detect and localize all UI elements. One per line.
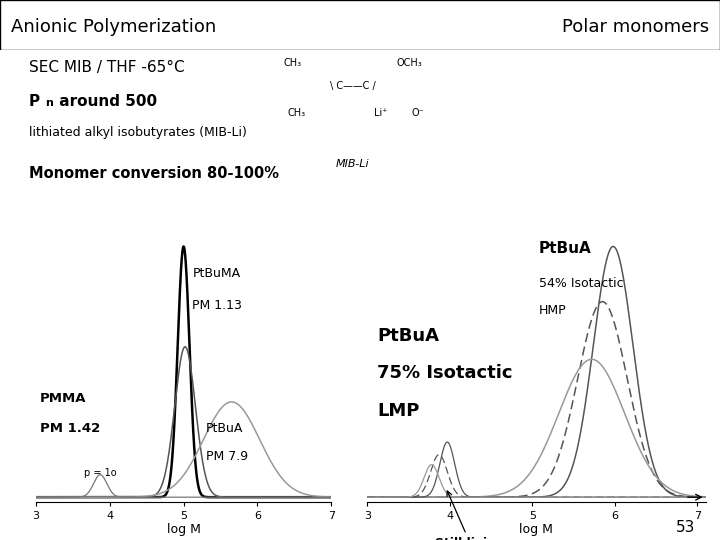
Text: Still living: Still living [436, 491, 505, 540]
Text: lithiated alkyl isobutyrates (MIB-Li): lithiated alkyl isobutyrates (MIB-Li) [29, 126, 247, 139]
Text: p = 1o: p = 1o [84, 468, 117, 478]
Text: n: n [45, 98, 53, 108]
Text: PM 1.13: PM 1.13 [192, 299, 243, 312]
Text: 53: 53 [675, 519, 695, 535]
X-axis label: log M: log M [519, 523, 554, 536]
Text: PMMA: PMMA [40, 392, 86, 405]
Text: Polar monomers: Polar monomers [562, 18, 709, 36]
Text: Anionic Polymerization: Anionic Polymerization [11, 18, 216, 36]
Text: PM 1.42: PM 1.42 [40, 422, 100, 435]
Text: PtBuA: PtBuA [539, 241, 592, 256]
Text: CH₃: CH₃ [284, 58, 302, 68]
Text: PtBuMA: PtBuMA [192, 267, 240, 280]
Text: around 500: around 500 [54, 94, 157, 109]
Text: Monomer conversion 80-100%: Monomer conversion 80-100% [29, 166, 279, 181]
Text: OCH₃: OCH₃ [396, 58, 422, 68]
Text: 54% Isotactic: 54% Isotactic [539, 276, 624, 289]
Text: PtBuA: PtBuA [206, 422, 243, 435]
Text: SEC MIB / THF -65°C: SEC MIB / THF -65°C [29, 60, 184, 75]
X-axis label: log M: log M [166, 523, 201, 536]
Text: MIB-Li: MIB-Li [336, 159, 369, 170]
Text: HMP: HMP [539, 304, 567, 317]
Text: \ C——C /: \ C——C / [330, 81, 376, 91]
Text: P: P [29, 94, 40, 109]
Text: PtBuA: PtBuA [377, 327, 439, 345]
Text: Li⁺: Li⁺ [374, 108, 387, 118]
Text: O⁻: O⁻ [412, 108, 425, 118]
Text: PM 7.9: PM 7.9 [206, 449, 248, 463]
Text: CH₃: CH₃ [287, 108, 306, 118]
Text: LMP: LMP [377, 402, 420, 420]
Text: 75% Isotactic: 75% Isotactic [377, 364, 513, 382]
